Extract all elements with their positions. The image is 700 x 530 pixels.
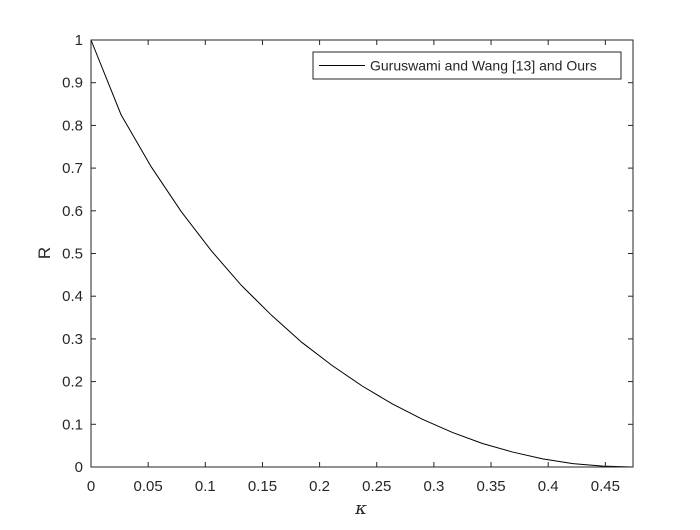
y-tick-label: 0 xyxy=(75,459,83,476)
y-tick-label: 0.7 xyxy=(62,160,83,177)
x-tick-label: 0.15 xyxy=(248,478,277,495)
x-tick-label: 0.35 xyxy=(476,478,505,495)
y-tick-label: 0.4 xyxy=(62,288,83,305)
plot-area xyxy=(91,40,633,467)
x-tick-label: 0.05 xyxy=(134,478,163,495)
y-tick-label: 0.3 xyxy=(62,331,83,348)
x-tick-label: 0.3 xyxy=(423,478,444,495)
x-tick-label: 0.1 xyxy=(195,478,216,495)
y-axis-ticks: 0 0.1 0.2 0.3 0.4 0.5 0.6 0.7 0.8 0.9 1 xyxy=(62,32,633,476)
x-tick-label: 0.25 xyxy=(362,478,391,495)
y-tick-label: 0.6 xyxy=(62,203,83,220)
y-tick-label: 0.1 xyxy=(62,416,83,433)
series-line-0 xyxy=(90,39,634,468)
y-tick-label: 0.5 xyxy=(62,246,83,263)
x-axis-label: κ xyxy=(354,498,367,519)
y-tick-label: 0.8 xyxy=(62,117,83,134)
y-tick-label: 0.9 xyxy=(62,75,83,92)
x-tick-label: 0 xyxy=(87,478,95,495)
series-layer xyxy=(90,39,634,468)
x-tick-label: 0.45 xyxy=(591,478,620,495)
x-tick-label: 0.2 xyxy=(309,478,330,495)
y-tick-label: 0.2 xyxy=(62,374,83,391)
y-tick-label: 1 xyxy=(75,32,83,49)
plot-background xyxy=(91,40,633,467)
x-tick-label: 0.4 xyxy=(538,478,559,495)
y-axis-label: R xyxy=(35,247,54,259)
x-axis-ticks: 0 0.05 0.1 0.15 0.2 0.25 0.3 0.35 0.4 0.45 xyxy=(87,40,620,495)
legend: Guruswami and Wang [13] and Ours xyxy=(312,51,622,80)
legend-entry-label: Guruswami and Wang [13] and Ours xyxy=(370,58,597,74)
